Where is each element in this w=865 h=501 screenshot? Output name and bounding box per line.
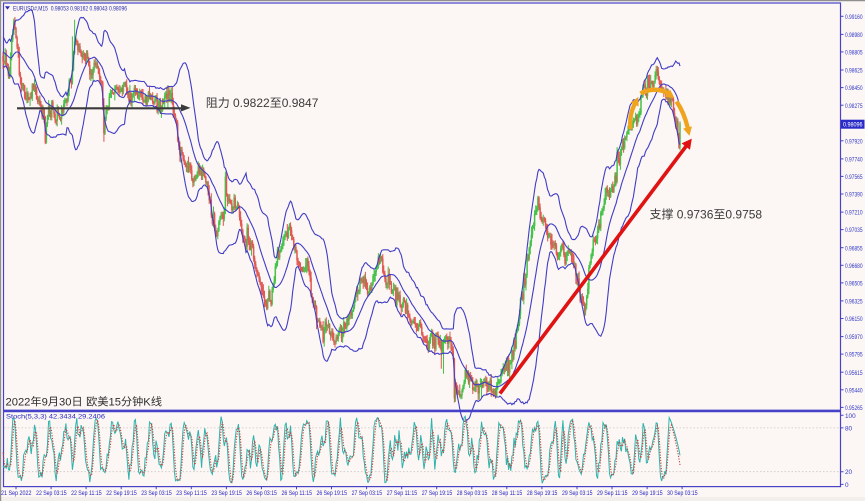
svg-text:0.97920: 0.97920 [845, 138, 863, 145]
svg-text:29 Sep 19:15: 29 Sep 19:15 [632, 490, 663, 497]
svg-text:0.95265: 0.95265 [845, 405, 863, 412]
svg-text:0.95970: 0.95970 [845, 334, 863, 341]
svg-text:20: 20 [845, 469, 853, 476]
svg-text:0.98096: 0.98096 [843, 121, 863, 128]
svg-text:0.9847: 0.9847 [282, 96, 319, 110]
svg-text:27 Sep 03:15: 27 Sep 03:15 [352, 490, 383, 497]
svg-text:26 Sep 11:15: 26 Sep 11:15 [282, 490, 313, 497]
svg-text:26 Sep 03:15: 26 Sep 03:15 [246, 490, 277, 497]
svg-text:27 Sep 19:15: 27 Sep 19:15 [422, 490, 453, 497]
svg-text:0.97210: 0.97210 [845, 210, 863, 217]
svg-text:0.95440: 0.95440 [845, 387, 863, 394]
svg-text:0.98275: 0.98275 [845, 103, 863, 110]
svg-text:0.96325: 0.96325 [845, 299, 863, 306]
svg-text:0.97740: 0.97740 [845, 157, 863, 164]
svg-text:0.99160: 0.99160 [845, 14, 863, 21]
svg-text:0.97390: 0.97390 [845, 192, 863, 199]
svg-text:100: 100 [845, 413, 856, 420]
svg-text:30: 30 [59, 397, 71, 409]
svg-text:0.96680: 0.96680 [845, 263, 863, 270]
svg-text:0.96505: 0.96505 [845, 281, 863, 288]
svg-text:0: 0 [845, 482, 849, 489]
svg-text:K: K [143, 397, 151, 409]
svg-text:0.97035: 0.97035 [845, 227, 863, 234]
svg-text:30 Sep 03:15: 30 Sep 03:15 [667, 490, 698, 497]
svg-text:0.9758: 0.9758 [725, 208, 762, 222]
svg-text:0.95615: 0.95615 [845, 370, 863, 377]
svg-text:28 Sep 19:15: 28 Sep 19:15 [527, 490, 558, 497]
svg-text:2022: 2022 [6, 397, 31, 409]
svg-text:0.98805: 0.98805 [845, 50, 863, 57]
svg-text:0.95795: 0.95795 [845, 352, 863, 359]
svg-text:EURUSD#,M15 0.98053 0.98162 0: EURUSD#,M15 0.98053 0.98162 0.98043 0.98… [13, 5, 127, 12]
svg-text:0.96855: 0.96855 [845, 245, 863, 252]
svg-text:23 Sep 19:15: 23 Sep 19:15 [211, 490, 242, 497]
svg-text:23 Sep 03:15: 23 Sep 03:15 [141, 490, 172, 497]
svg-text:0.9736: 0.9736 [677, 208, 714, 222]
svg-text:22 Sep 03:15: 22 Sep 03:15 [36, 490, 67, 497]
svg-text:0.9822: 0.9822 [233, 96, 270, 110]
svg-text:0.97565: 0.97565 [845, 174, 863, 181]
svg-text:26 Sep 19:15: 26 Sep 19:15 [317, 490, 348, 497]
svg-text:28 Sep 03:15: 28 Sep 03:15 [457, 490, 488, 497]
svg-text:23 Sep 11:15: 23 Sep 11:15 [176, 490, 207, 497]
svg-text:0.98980: 0.98980 [845, 32, 863, 39]
svg-text:Stoch(5,3,3) 42.3434 29.2406: Stoch(5,3,3) 42.3434 29.2406 [6, 414, 106, 421]
svg-text:9: 9 [42, 397, 48, 409]
svg-text:28 Sep 11:15: 28 Sep 11:15 [492, 490, 523, 497]
svg-text:0.96150: 0.96150 [845, 316, 863, 323]
svg-text:22 Sep 11:15: 22 Sep 11:15 [71, 490, 102, 497]
svg-text:29 Sep 11:15: 29 Sep 11:15 [597, 490, 628, 497]
svg-text:0.98450: 0.98450 [845, 85, 863, 92]
svg-text:80: 80 [845, 425, 853, 432]
svg-text:15: 15 [109, 397, 121, 409]
svg-text:21 Sep 2022: 21 Sep 2022 [1, 490, 32, 497]
svg-text:29 Sep 03:15: 29 Sep 03:15 [562, 490, 593, 497]
svg-text:22 Sep 19:15: 22 Sep 19:15 [106, 490, 137, 497]
svg-text:0.98625: 0.98625 [845, 68, 863, 75]
svg-text:27 Sep 11:15: 27 Sep 11:15 [387, 490, 418, 497]
